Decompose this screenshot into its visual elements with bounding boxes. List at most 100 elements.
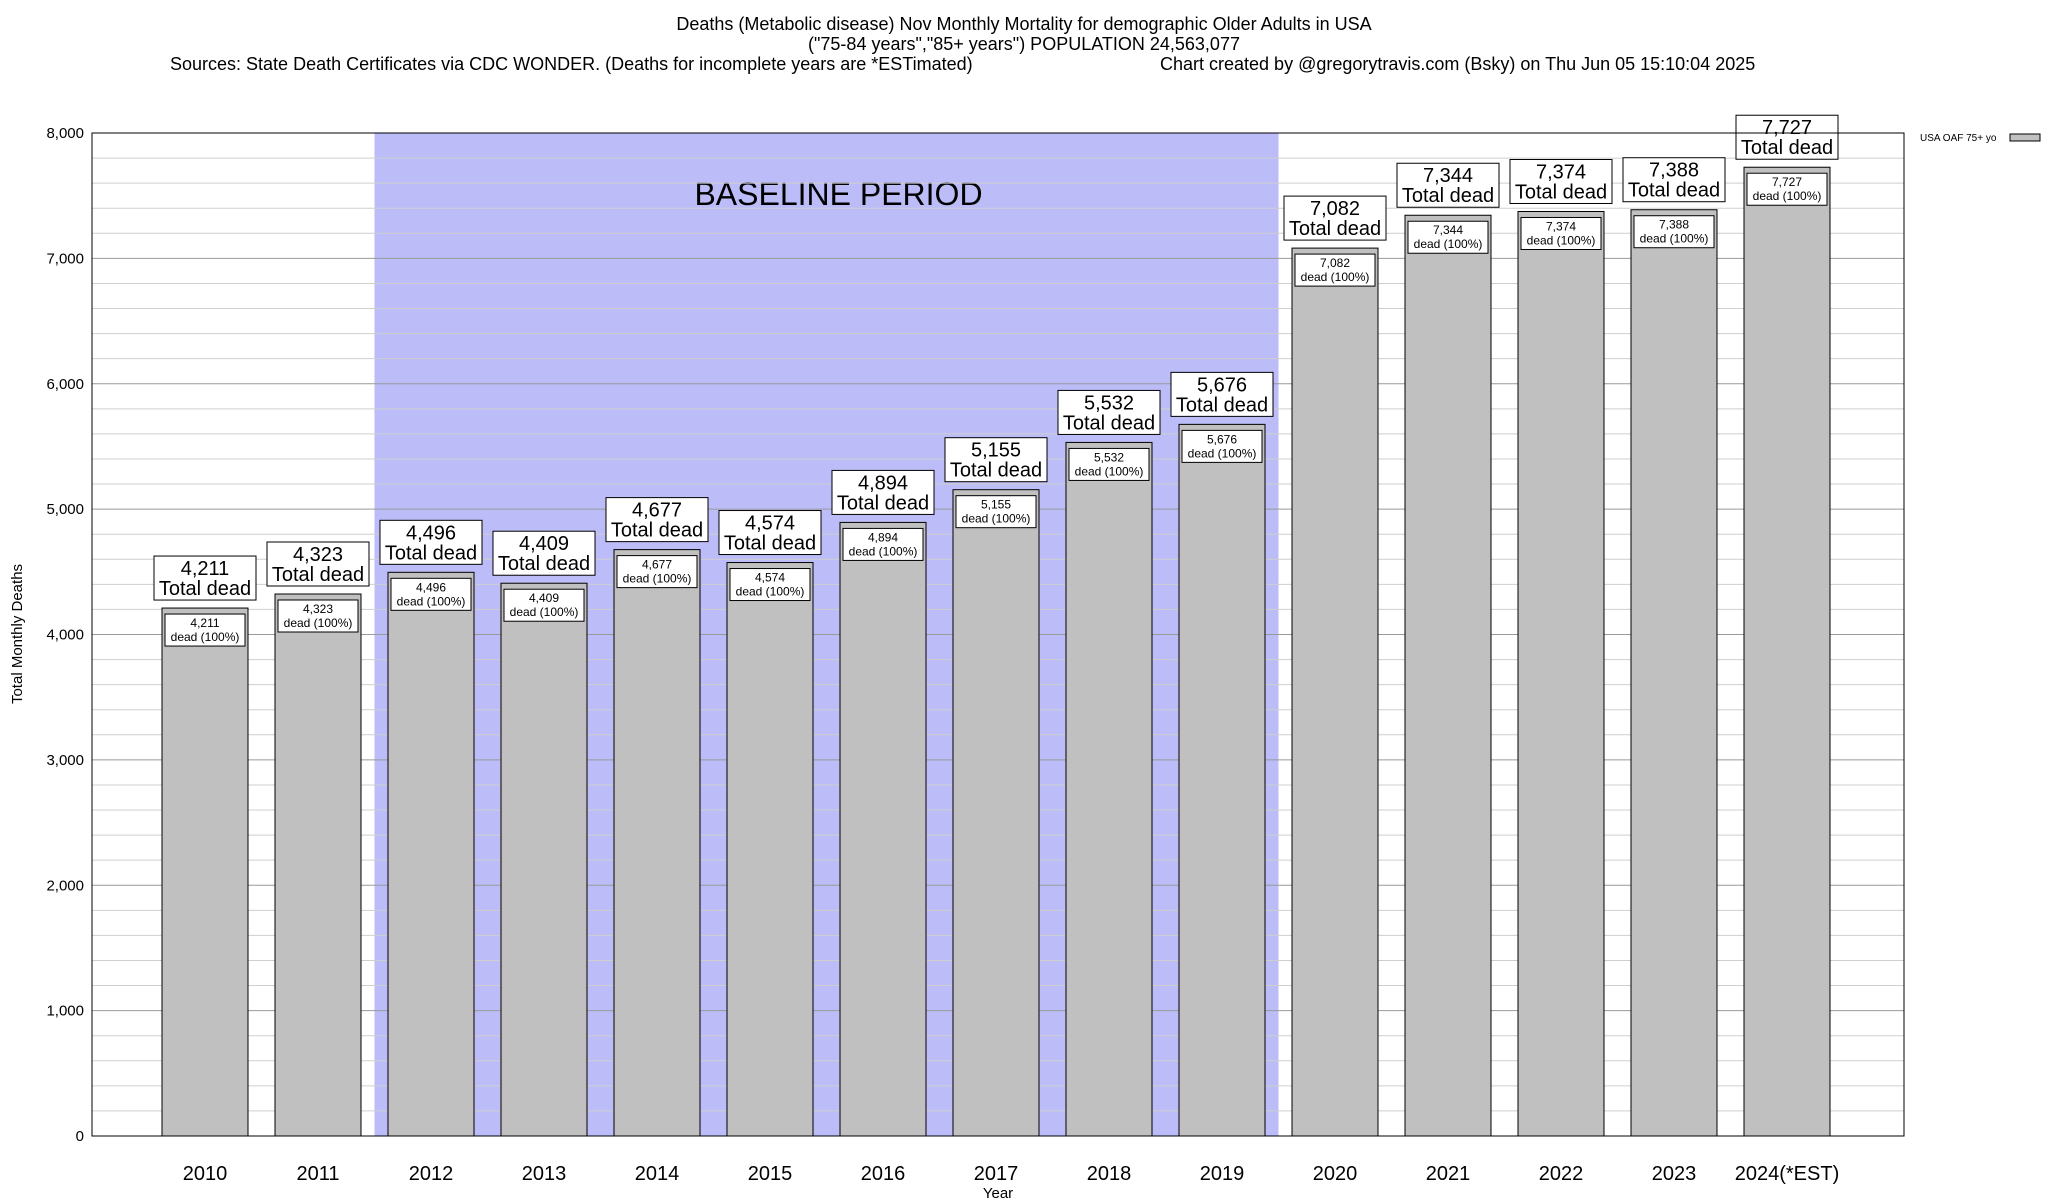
x-tick-label: 2024(*EST) <box>1735 1163 1840 1185</box>
inner-value-label: 5,532 <box>1094 450 1124 464</box>
y-tick-label: 7,000 <box>46 250 84 267</box>
x-axis-title: Year <box>983 1185 1013 1200</box>
inner-label-box <box>729 568 811 602</box>
y-tick-label: 4,000 <box>46 627 84 644</box>
total-dead-label: Total dead <box>1741 137 1833 159</box>
total-value-label: 4,323 <box>293 544 343 566</box>
total-dead-label: Total dead <box>385 542 477 564</box>
legend: USA OAF 75+ yo <box>1920 133 2041 144</box>
bar <box>952 489 1040 1137</box>
y-tick-label: 5,000 <box>46 501 84 518</box>
bar <box>1517 210 1605 1137</box>
inner-value-label: 4,894 <box>868 530 898 544</box>
total-value-label: 7,727 <box>1762 117 1812 139</box>
total-dead-label: Total dead <box>159 578 251 600</box>
inner-percent-label: dead (100%) <box>1414 237 1483 251</box>
total-dead-label: Total dead <box>1289 218 1381 240</box>
total-dead-label: Total dead <box>950 460 1042 482</box>
axis-layer: 0 1,000 2,000 3,000 4,000 5,000 6,000 7,000 8,00… <box>9 125 1905 1200</box>
x-tick-label: 2020 <box>1313 1163 1358 1185</box>
plot-frame <box>91 132 1905 1137</box>
inner-percent-label: dead (100%) <box>1640 232 1709 246</box>
x-tick-label: 2010 <box>183 1163 228 1185</box>
total-dead-label: Total dead <box>1402 185 1494 207</box>
total-label-box <box>605 497 709 543</box>
total-value-label: 7,388 <box>1649 160 1699 182</box>
inner-value-label: 5,155 <box>981 498 1011 512</box>
inner-value-label: 7,374 <box>1546 219 1576 233</box>
inner-value-label: 7,388 <box>1659 218 1689 232</box>
inner-label-box <box>1520 216 1602 250</box>
total-label-box <box>1622 157 1726 203</box>
inner-label-box <box>277 599 359 633</box>
y-tick-label: 8,000 <box>46 125 84 142</box>
bar <box>161 607 249 1137</box>
inner-value-label: 7,344 <box>1433 223 1463 237</box>
total-value-label: 5,676 <box>1197 374 1247 396</box>
inner-label-box <box>1746 172 1828 206</box>
inner-percent-label: dead (100%) <box>849 544 918 558</box>
bar <box>1178 423 1266 1137</box>
y-tick-label: 3,000 <box>46 752 84 769</box>
total-dead-label: Total dead <box>837 492 929 514</box>
inner-label-box <box>1407 220 1489 254</box>
inner-value-label: 4,211 <box>190 616 219 630</box>
x-tick-label: 2011 <box>296 1163 339 1185</box>
x-tick-label: 2019 <box>1200 1163 1245 1185</box>
x-tick-label: 2021 <box>1426 1163 1471 1185</box>
total-label-box <box>379 519 483 565</box>
inner-label-box <box>1633 215 1715 249</box>
total-dead-label: Total dead <box>1515 181 1607 203</box>
bar <box>500 582 588 1137</box>
bar <box>839 521 927 1137</box>
inner-percent-label: dead (100%) <box>397 594 466 608</box>
inner-label-box <box>164 613 246 647</box>
x-tick-label: 2023 <box>1652 1163 1697 1185</box>
x-tick-label: 2022 <box>1539 1163 1584 1185</box>
x-tick-label: 2017 <box>974 1163 1019 1185</box>
total-value-label: 5,532 <box>1084 392 1134 414</box>
inner-percent-label: dead (100%) <box>171 630 240 644</box>
inner-value-label: 4,323 <box>303 602 333 616</box>
inner-percent-label: dead (100%) <box>623 572 692 586</box>
total-dead-label: Total dead <box>1063 412 1155 434</box>
y-axis-title: Total Monthly Deaths <box>9 564 26 704</box>
chart-title: Deaths (Metabolic disease) Nov Monthly M… <box>676 14 1372 34</box>
total-label-box <box>1396 162 1500 208</box>
y-tick-label: 6,000 <box>46 376 84 393</box>
inner-percent-label: dead (100%) <box>1527 233 1596 247</box>
total-value-label: 7,374 <box>1536 161 1586 183</box>
total-value-label: 5,155 <box>971 440 1021 462</box>
total-dead-label: Total dead <box>498 553 590 575</box>
inner-label-box <box>390 577 472 611</box>
x-tick-label: 2015 <box>748 1163 793 1185</box>
total-label-box <box>718 510 822 556</box>
total-label-box <box>266 541 370 587</box>
total-dead-label: Total dead <box>272 564 364 586</box>
inner-percent-label: dead (100%) <box>736 585 805 599</box>
total-label-box <box>492 530 596 576</box>
total-value-label: 7,082 <box>1310 198 1360 220</box>
bar <box>1065 441 1153 1137</box>
chart-credit: Chart created by @gregorytravis.com (Bsk… <box>1160 54 1756 74</box>
x-tick-label: 2014 <box>635 1163 680 1185</box>
total-label-box <box>1170 371 1274 417</box>
y-tick-label: 2,000 <box>46 877 84 894</box>
inner-value-label: 4,677 <box>642 558 672 572</box>
total-value-label: 4,677 <box>632 500 682 522</box>
total-label-box <box>1735 114 1839 160</box>
inner-value-label: 4,496 <box>416 580 446 594</box>
total-label-box <box>1509 158 1613 204</box>
bar <box>1630 209 1718 1137</box>
total-label-box <box>1283 195 1387 241</box>
total-value-label: 4,409 <box>519 533 569 555</box>
y-tick-label: 1,000 <box>46 1003 84 1020</box>
total-value-label: 4,496 <box>406 522 456 544</box>
inner-value-label: 7,727 <box>1772 175 1802 189</box>
bar <box>726 562 814 1137</box>
total-label-box <box>944 437 1048 483</box>
legend-label: USA OAF 75+ yo <box>1920 133 1997 144</box>
bar <box>1743 166 1831 1137</box>
